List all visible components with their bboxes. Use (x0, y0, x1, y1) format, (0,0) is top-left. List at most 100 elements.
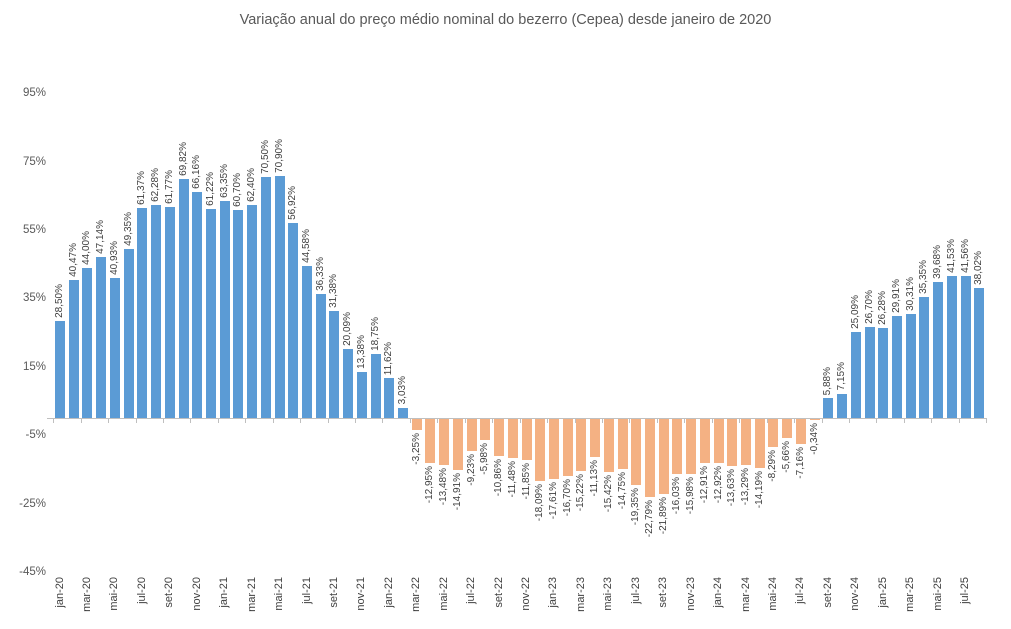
x-tick-label-jan-24: jan-24 (712, 577, 725, 608)
axis-tick (711, 418, 713, 423)
x-tick-label-set-20: set-20 (163, 577, 176, 608)
bar-set-20 (164, 206, 175, 418)
bar-out-21 (343, 349, 354, 418)
bar-jan-22 (384, 378, 395, 418)
bar-nov-21 (356, 372, 367, 418)
data-label-set-24: 5,88% (822, 366, 834, 395)
bar-mar-23 (576, 419, 587, 472)
x-tick-label-nov-21: nov-21 (355, 577, 368, 611)
data-label-jul-24: -7,16% (794, 446, 806, 479)
bar-fev-22 (398, 407, 408, 418)
x-tick-label-jan-25: jan-25 (876, 577, 889, 608)
data-label-set-22: -10,86% (493, 459, 504, 497)
axis-tick (272, 418, 274, 423)
data-label-fev-24: -13,63% (726, 468, 738, 506)
data-label-fev-23: -16,70% (561, 479, 573, 517)
bar-mai-20 (109, 278, 120, 418)
data-label-nov-21: 13,38% (355, 335, 367, 370)
y-tick-label--25%: -25% (19, 497, 46, 510)
chart-title: Variação anual do preço médio nominal do… (239, 12, 772, 28)
x-tick-label-jul-22: jul-22 (465, 577, 478, 604)
data-label-jan-21: 63,35% (218, 164, 230, 199)
x-tick-label-mar-21: mar-21 (245, 577, 258, 612)
data-label-ago-20: 62,28% (150, 168, 161, 202)
data-label-jul-25: 41,56% (959, 238, 971, 273)
data-label-nov-22: -11,85% (520, 462, 532, 500)
bar-dez-21 (370, 353, 381, 418)
axis-tick (245, 418, 247, 423)
bar-set-23 (658, 419, 669, 494)
bar-mar-22 (411, 419, 422, 431)
axis-tick (355, 418, 356, 423)
data-label-out-22: -11,48% (506, 461, 518, 498)
data-label-mai-25: 39,68% (932, 245, 944, 280)
bar-mar-25 (905, 314, 916, 418)
y-tick-label-95%: 95% (22, 87, 46, 100)
bar-fev-24 (727, 419, 738, 466)
data-label-ago-25: 38,02% (973, 251, 985, 285)
axis-tick (986, 418, 988, 423)
bar-jul-25 (960, 275, 971, 418)
axis-tick (519, 418, 521, 423)
bar-jan-25 (878, 328, 889, 418)
data-label-ago-22: -5,98% (479, 442, 491, 475)
axis-tick (135, 418, 137, 423)
x-tick-label-jul-21: jul-21 (300, 577, 313, 604)
data-label-abr-25: 35,35% (918, 260, 930, 295)
bar-jul-24 (795, 419, 806, 444)
bar-jun-20 (123, 249, 134, 418)
bar-mai-24 (768, 419, 779, 448)
data-label-abr-20: 47,14% (95, 219, 107, 254)
axis-tick (876, 418, 878, 423)
data-label-mai-23: -15,42% (602, 474, 614, 512)
bar-set-24 (823, 397, 834, 418)
data-label-jun-21: 56,92% (287, 186, 299, 221)
bar-jul-23 (631, 419, 642, 486)
x-tick-label-jul-20: jul-20 (135, 577, 148, 604)
data-label-jul-21: 44,58% (301, 228, 312, 263)
x-tick-label-jul-25: jul-25 (959, 577, 971, 604)
data-label-jan-23: -17,61% (547, 482, 559, 520)
axis-tick (409, 418, 411, 423)
data-label-mai-21: 70,90% (273, 138, 285, 173)
x-tick-label-jan-22: jan-22 (382, 577, 395, 608)
data-label-jan-22: 11,62% (383, 342, 395, 376)
data-label-out-20: 69,82% (177, 142, 189, 177)
bar-jan-21 (219, 201, 230, 418)
x-tick-label-jul-23: jul-23 (629, 577, 642, 604)
bar-mai-25 (933, 282, 944, 418)
data-label-jul-20: 61,37% (136, 171, 148, 206)
data-label-nov-20: 66,16% (191, 154, 203, 189)
axis-tick (108, 418, 109, 423)
bar-jul-21 (302, 265, 312, 418)
x-tick-label-nov-22: nov-22 (520, 577, 532, 611)
axis-tick (464, 418, 466, 423)
axis-tick (601, 418, 603, 423)
axis-tick (53, 418, 55, 423)
bar-jul-20 (137, 208, 148, 418)
bar-fev-23 (562, 419, 573, 477)
data-label-dez-23: -12,91% (698, 466, 710, 504)
bar-jun-21 (288, 223, 299, 418)
data-label-set-23: -21,89% (657, 496, 669, 535)
axis-tick (656, 418, 658, 423)
x-tick-label-jul-24: jul-24 (794, 577, 807, 604)
x-tick-label-set-22: set-22 (492, 577, 505, 608)
bar-dez-20 (205, 208, 216, 418)
data-label-ago-23: -22,79% (644, 499, 655, 538)
x-tick-label-mar-20: mar-20 (80, 577, 93, 612)
x-tick-label-set-24: set-24 (821, 577, 834, 608)
data-label-dez-20: 61,22% (204, 171, 216, 206)
bar-dez-22 (535, 419, 546, 481)
axis-tick (931, 418, 933, 423)
y-tick-label-55%: 55% (22, 223, 46, 236)
bar-out-22 (507, 419, 518, 459)
axis-tick (794, 418, 795, 423)
axis-tick (739, 418, 741, 423)
y-tick-label--5%: -5% (25, 429, 46, 442)
bar-nov-20 (192, 191, 203, 418)
bar-jun-23 (617, 419, 628, 470)
x-tick-label-mai-23: mai-23 (602, 577, 615, 611)
data-label-ago-24: -0,34% (808, 423, 820, 455)
